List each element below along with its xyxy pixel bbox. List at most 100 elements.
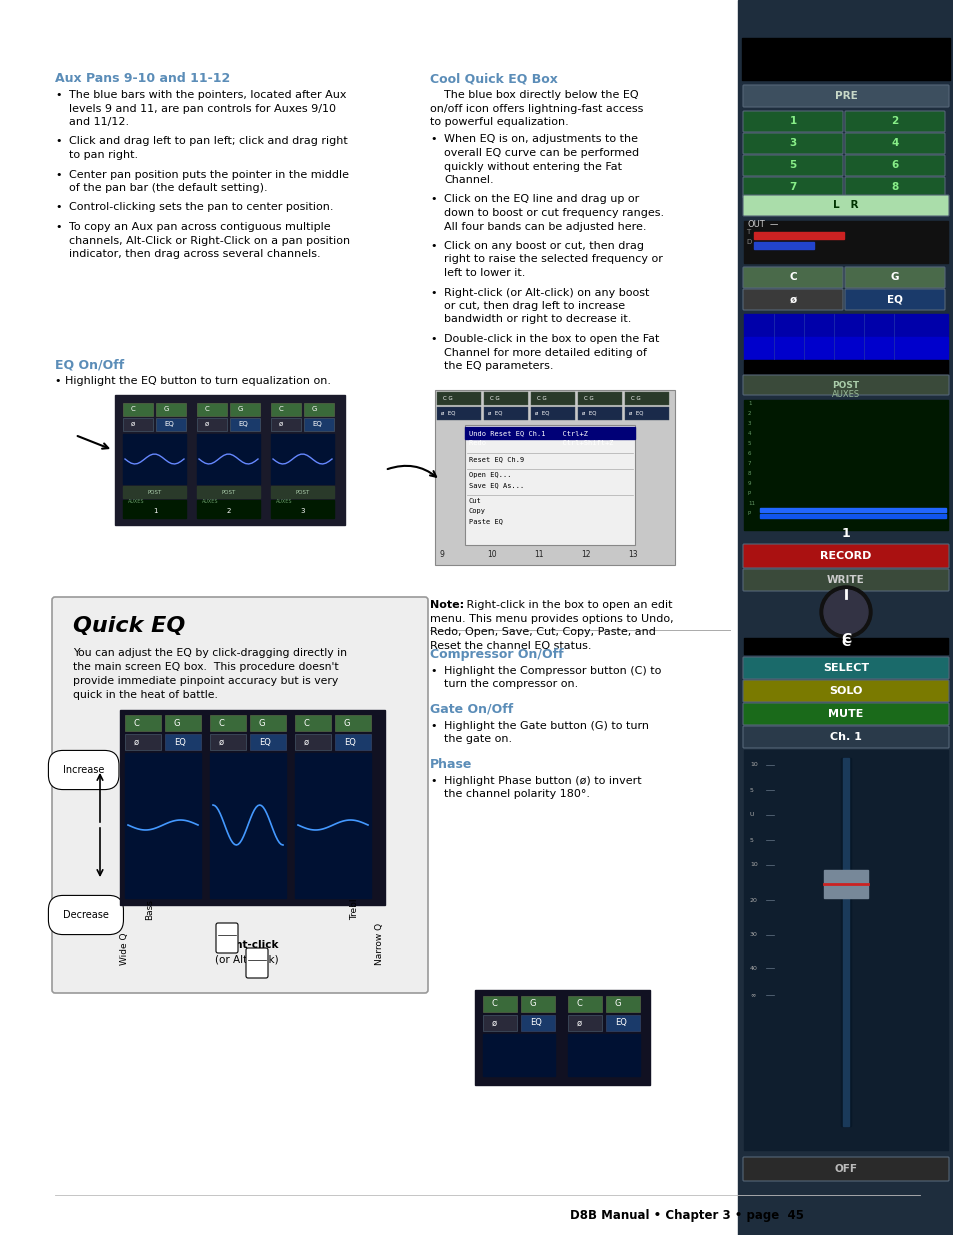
Text: POST: POST: [222, 489, 236, 494]
Text: 3: 3: [747, 421, 751, 426]
Text: C: C: [492, 999, 497, 1009]
Text: C: C: [840, 632, 850, 646]
Text: or cut, then drag left to increase: or cut, then drag left to increase: [443, 301, 624, 311]
Text: Right-click in the box to open an edit: Right-click in the box to open an edit: [462, 600, 672, 610]
Bar: [196, 417, 227, 431]
Text: Highlight the Gate button (G) to turn: Highlight the Gate button (G) to turn: [443, 721, 648, 731]
Text: 20: 20: [749, 898, 757, 903]
Text: MUTE: MUTE: [827, 709, 862, 719]
Text: levels 9 and 11, are pan controls for Auxes 9/10: levels 9 and 11, are pan controls for Au…: [69, 104, 335, 114]
FancyBboxPatch shape: [844, 156, 944, 177]
FancyBboxPatch shape: [742, 133, 842, 154]
FancyBboxPatch shape: [844, 177, 944, 198]
Text: (or Alt-click): (or Alt-click): [215, 955, 278, 965]
Text: 1: 1: [788, 116, 796, 126]
Text: L   R: L R: [832, 200, 858, 210]
Bar: [196, 403, 227, 416]
Bar: [271, 500, 334, 517]
Bar: [743, 638, 947, 655]
Text: AUXES: AUXES: [128, 499, 144, 504]
Text: Copy: Copy: [469, 508, 485, 514]
Bar: [531, 408, 575, 420]
Text: left to lower it.: left to lower it.: [443, 268, 525, 278]
FancyBboxPatch shape: [742, 156, 842, 177]
Text: Quick EQ: Quick EQ: [73, 616, 185, 636]
Text: C: C: [577, 999, 582, 1009]
Bar: [823, 869, 867, 898]
Text: 8: 8: [747, 471, 751, 475]
FancyBboxPatch shape: [742, 569, 948, 592]
Text: ø  EQ: ø EQ: [628, 410, 643, 415]
Text: •: •: [430, 241, 436, 251]
Text: ø: ø: [278, 421, 283, 427]
Bar: [156, 417, 186, 431]
Text: EQ: EQ: [530, 1019, 541, 1028]
Text: ø: ø: [219, 737, 224, 746]
Text: the main screen EQ box.  This procedure doesn't: the main screen EQ box. This procedure d…: [73, 662, 338, 672]
Bar: [738, 0, 953, 1235]
Bar: [760, 514, 945, 517]
Bar: [567, 995, 601, 1011]
Text: AUXES: AUXES: [831, 390, 860, 399]
Text: •: •: [430, 721, 436, 731]
Text: POST: POST: [295, 489, 310, 494]
FancyBboxPatch shape: [742, 657, 948, 679]
Text: C: C: [205, 406, 210, 412]
FancyBboxPatch shape: [742, 195, 948, 216]
Text: •: •: [55, 169, 61, 179]
FancyBboxPatch shape: [844, 267, 944, 288]
Text: G: G: [344, 719, 350, 727]
FancyBboxPatch shape: [742, 267, 842, 288]
Bar: [115, 395, 345, 525]
Bar: [436, 391, 480, 405]
Bar: [294, 734, 331, 750]
Text: ø: ø: [788, 294, 796, 305]
Bar: [464, 425, 635, 545]
Bar: [120, 710, 385, 905]
Bar: [165, 715, 201, 731]
Text: G: G: [173, 719, 180, 727]
Text: •: •: [55, 137, 61, 147]
Text: Open EQ...: Open EQ...: [469, 472, 511, 478]
Text: the gate on.: the gate on.: [443, 734, 512, 743]
Text: 1: 1: [152, 508, 157, 514]
Text: Click on any boost or cut, then drag: Click on any boost or cut, then drag: [443, 241, 643, 251]
Bar: [483, 391, 527, 405]
Text: quick in the heat of battle.: quick in the heat of battle.: [73, 690, 217, 700]
Text: G: G: [530, 999, 536, 1009]
Text: G: G: [615, 999, 620, 1009]
Text: G: G: [312, 406, 317, 412]
Text: 1: 1: [747, 401, 751, 406]
Text: 11: 11: [747, 501, 754, 506]
Text: SELECT: SELECT: [822, 663, 868, 673]
Text: Reset EQ Ch.9: Reset EQ Ch.9: [469, 456, 524, 462]
FancyBboxPatch shape: [742, 703, 948, 725]
Text: provide immediate pinpoint accuracy but is very: provide immediate pinpoint accuracy but …: [73, 676, 338, 685]
Text: Narrow Q: Narrow Q: [375, 923, 384, 965]
Text: Center pan position puts the pointer in the middle: Center pan position puts the pointer in …: [69, 169, 349, 179]
Text: menu. This menu provides options to Undo,: menu. This menu provides options to Undo…: [430, 614, 673, 624]
Bar: [842, 758, 848, 1126]
Text: Double-click in the box to open the Fat: Double-click in the box to open the Fat: [443, 333, 659, 345]
Text: 2: 2: [747, 411, 751, 416]
Bar: [464, 427, 635, 438]
Bar: [125, 715, 161, 731]
Text: EQ: EQ: [164, 421, 173, 427]
Text: 30: 30: [749, 932, 757, 937]
Text: •: •: [55, 203, 61, 212]
Text: Treble: Treble: [350, 893, 359, 920]
Text: 6: 6: [890, 161, 898, 170]
Text: 3: 3: [788, 138, 796, 148]
Text: Highlight the Compressor button (C) to: Highlight the Compressor button (C) to: [443, 666, 660, 676]
Text: C: C: [133, 719, 140, 727]
Bar: [210, 753, 286, 898]
Text: ø  EQ: ø EQ: [440, 410, 455, 415]
Text: bandwidth or right to decrease it.: bandwidth or right to decrease it.: [443, 315, 631, 325]
Bar: [123, 403, 152, 416]
Text: When EQ is on, adjustments to the: When EQ is on, adjustments to the: [443, 135, 638, 144]
Circle shape: [820, 585, 871, 638]
Text: EQ On/Off: EQ On/Off: [55, 358, 124, 370]
Bar: [123, 500, 186, 517]
Text: 5: 5: [747, 441, 751, 446]
Text: Wide Q: Wide Q: [120, 932, 130, 965]
